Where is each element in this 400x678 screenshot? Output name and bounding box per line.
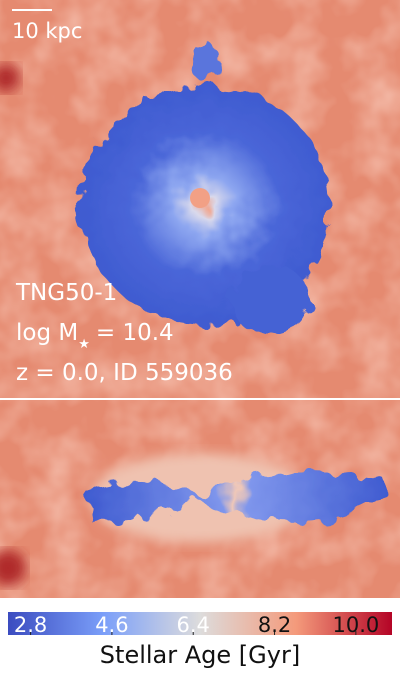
mass-symbol: log M [16, 320, 78, 346]
colorbar-tick-label: 8.2 [258, 613, 291, 637]
mass-label: log M★ = 10.4 [16, 320, 174, 352]
colorbar-tick-label: 10.0 [332, 613, 379, 637]
mass-value: = 10.4 [96, 320, 174, 346]
redshift-id-label: z = 0.0, ID 559036 [16, 360, 233, 386]
face-on-panel: 10 kpc TNG50-1 log M★ = 10.4 z = 0.0, ID … [0, 0, 400, 398]
scale-bar-label: 10 kpc [12, 19, 82, 43]
colorbar-tick-label: 6.4 [177, 613, 210, 637]
colorbar-tick-label: 2.8 [14, 613, 47, 637]
simulation-label: TNG50-1 [15, 280, 117, 306]
colorbar-label: Stellar Age [Gyr] [100, 641, 300, 669]
colorbar-axis: 2.8 4.6 6.4 8.2 10.0 [14, 613, 379, 637]
edge-on-panel [0, 400, 400, 598]
colorbar-tick-label: 4.6 [95, 613, 128, 637]
mass-subscript: ★ [78, 337, 90, 352]
colorbar [8, 612, 392, 635]
